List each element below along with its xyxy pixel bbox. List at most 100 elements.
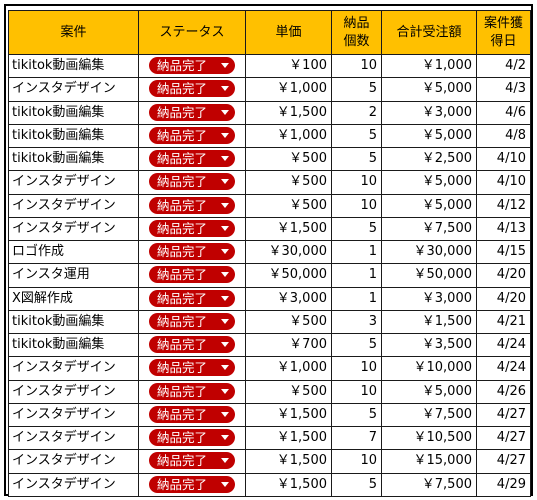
status-dropdown[interactable]: 納品完了 bbox=[149, 452, 235, 470]
quantity-cell[interactable]: 5 bbox=[331, 216, 382, 242]
date-cell[interactable]: 4/10 bbox=[476, 146, 531, 172]
column-header-unit-price[interactable]: 単価 bbox=[245, 10, 332, 55]
unit-price-cell[interactable]: ￥1,500 bbox=[245, 402, 332, 428]
date-cell[interactable]: 4/21 bbox=[476, 309, 531, 335]
status-dropdown[interactable]: 納品完了 bbox=[149, 359, 235, 377]
project-name-cell[interactable]: インスタ運用 bbox=[8, 263, 139, 288]
unit-price-cell[interactable]: ￥1,000 bbox=[245, 77, 332, 102]
date-cell[interactable]: 4/6 bbox=[476, 100, 531, 125]
total-cell[interactable]: ￥3,500 bbox=[381, 332, 477, 358]
total-cell[interactable]: ￥3,000 bbox=[381, 100, 477, 125]
column-header-quantity[interactable]: 納品 個数 bbox=[331, 10, 382, 55]
quantity-cell[interactable]: 1 bbox=[331, 286, 382, 311]
total-cell[interactable]: ￥5,000 bbox=[381, 379, 477, 404]
project-name-cell[interactable]: インスタデザイン bbox=[8, 472, 139, 497]
column-header-name[interactable]: 案件 bbox=[8, 10, 139, 55]
quantity-cell[interactable]: 7 bbox=[331, 425, 382, 451]
project-name-cell[interactable]: tikitok動画編集 bbox=[8, 123, 139, 149]
unit-price-cell[interactable]: ￥50,000 bbox=[245, 263, 332, 288]
total-cell[interactable]: ￥5,000 bbox=[381, 170, 477, 195]
status-dropdown[interactable]: 納品完了 bbox=[149, 126, 235, 144]
project-name-cell[interactable]: インスタデザイン bbox=[8, 77, 139, 102]
date-cell[interactable]: 4/27 bbox=[476, 425, 531, 451]
project-name-cell[interactable]: インスタデザイン bbox=[8, 449, 139, 474]
unit-price-cell[interactable]: ￥3,000 bbox=[245, 286, 332, 311]
date-cell[interactable]: 4/24 bbox=[476, 356, 531, 381]
unit-price-cell[interactable]: ￥500 bbox=[245, 170, 332, 195]
unit-price-cell[interactable]: ￥1,500 bbox=[245, 100, 332, 125]
quantity-cell[interactable]: 10 bbox=[331, 356, 382, 381]
total-cell[interactable]: ￥3,000 bbox=[381, 286, 477, 311]
date-cell[interactable]: 4/2 bbox=[476, 53, 531, 79]
total-cell[interactable]: ￥7,500 bbox=[381, 402, 477, 428]
date-cell[interactable]: 4/13 bbox=[476, 216, 531, 242]
unit-price-cell[interactable]: ￥1,500 bbox=[245, 472, 332, 497]
date-cell[interactable]: 4/15 bbox=[476, 239, 531, 265]
project-name-cell[interactable]: tikitok動画編集 bbox=[8, 146, 139, 172]
unit-price-cell[interactable]: ￥100 bbox=[245, 53, 332, 79]
total-cell[interactable]: ￥2,500 bbox=[381, 146, 477, 172]
total-cell[interactable]: ￥5,000 bbox=[381, 123, 477, 149]
quantity-cell[interactable]: 1 bbox=[331, 263, 382, 288]
project-name-cell[interactable]: tikitok動画編集 bbox=[8, 309, 139, 335]
unit-price-cell[interactable]: ￥500 bbox=[245, 379, 332, 404]
project-name-cell[interactable]: X図解作成 bbox=[8, 286, 139, 311]
date-cell[interactable]: 4/27 bbox=[476, 449, 531, 474]
project-name-cell[interactable]: tikitok動画編集 bbox=[8, 332, 139, 358]
column-header-total[interactable]: 合計受注額 bbox=[381, 10, 477, 55]
total-cell[interactable]: ￥50,000 bbox=[381, 263, 477, 288]
quantity-cell[interactable]: 10 bbox=[331, 193, 382, 218]
unit-price-cell[interactable]: ￥1,000 bbox=[245, 123, 332, 149]
total-cell[interactable]: ￥7,500 bbox=[381, 472, 477, 497]
unit-price-cell[interactable]: ￥1,500 bbox=[245, 449, 332, 474]
project-name-cell[interactable]: tikitok動画編集 bbox=[8, 53, 139, 79]
quantity-cell[interactable]: 1 bbox=[331, 239, 382, 265]
date-cell[interactable]: 4/12 bbox=[476, 193, 531, 218]
quantity-cell[interactable]: 5 bbox=[331, 332, 382, 358]
quantity-cell[interactable]: 10 bbox=[331, 53, 382, 79]
total-cell[interactable]: ￥30,000 bbox=[381, 239, 477, 265]
status-dropdown[interactable]: 納品完了 bbox=[149, 429, 235, 447]
status-dropdown[interactable]: 納品完了 bbox=[149, 103, 235, 121]
unit-price-cell[interactable]: ￥500 bbox=[245, 193, 332, 218]
total-cell[interactable]: ￥5,000 bbox=[381, 77, 477, 102]
status-dropdown[interactable]: 納品完了 bbox=[149, 150, 235, 168]
unit-price-cell[interactable]: ￥1,000 bbox=[245, 356, 332, 381]
date-cell[interactable]: 4/29 bbox=[476, 472, 531, 497]
quantity-cell[interactable]: 10 bbox=[331, 379, 382, 404]
total-cell[interactable]: ￥1,000 bbox=[381, 53, 477, 79]
date-cell[interactable]: 4/8 bbox=[476, 123, 531, 149]
quantity-cell[interactable]: 3 bbox=[331, 309, 382, 335]
project-name-cell[interactable]: ロゴ作成 bbox=[8, 239, 139, 265]
project-name-cell[interactable]: インスタデザイン bbox=[8, 379, 139, 404]
unit-price-cell[interactable]: ￥1,500 bbox=[245, 216, 332, 242]
project-name-cell[interactable]: インスタデザイン bbox=[8, 216, 139, 242]
quantity-cell[interactable]: 5 bbox=[331, 123, 382, 149]
status-dropdown[interactable]: 納品完了 bbox=[149, 173, 235, 191]
project-name-cell[interactable]: インスタデザイン bbox=[8, 170, 139, 195]
date-cell[interactable]: 4/24 bbox=[476, 332, 531, 358]
project-name-cell[interactable]: tikitok動画編集 bbox=[8, 100, 139, 125]
date-cell[interactable]: 4/20 bbox=[476, 263, 531, 288]
status-dropdown[interactable]: 納品完了 bbox=[149, 312, 235, 330]
total-cell[interactable]: ￥15,000 bbox=[381, 449, 477, 474]
quantity-cell[interactable]: 5 bbox=[331, 146, 382, 172]
quantity-cell[interactable]: 5 bbox=[331, 472, 382, 497]
date-cell[interactable]: 4/20 bbox=[476, 286, 531, 311]
date-cell[interactable]: 4/27 bbox=[476, 402, 531, 428]
project-name-cell[interactable]: インスタデザイン bbox=[8, 193, 139, 218]
date-cell[interactable]: 4/3 bbox=[476, 77, 531, 102]
quantity-cell[interactable]: 5 bbox=[331, 77, 382, 102]
status-dropdown[interactable]: 納品完了 bbox=[149, 219, 235, 237]
total-cell[interactable]: ￥10,000 bbox=[381, 356, 477, 381]
total-cell[interactable]: ￥5,000 bbox=[381, 193, 477, 218]
status-dropdown[interactable]: 納品完了 bbox=[149, 57, 235, 75]
status-dropdown[interactable]: 納品完了 bbox=[149, 289, 235, 307]
status-dropdown[interactable]: 納品完了 bbox=[149, 243, 235, 261]
status-dropdown[interactable]: 納品完了 bbox=[149, 266, 235, 284]
quantity-cell[interactable]: 5 bbox=[331, 402, 382, 428]
status-dropdown[interactable]: 納品完了 bbox=[149, 196, 235, 214]
status-dropdown[interactable]: 納品完了 bbox=[149, 405, 235, 423]
unit-price-cell[interactable]: ￥500 bbox=[245, 309, 332, 335]
project-name-cell[interactable]: インスタデザイン bbox=[8, 425, 139, 451]
